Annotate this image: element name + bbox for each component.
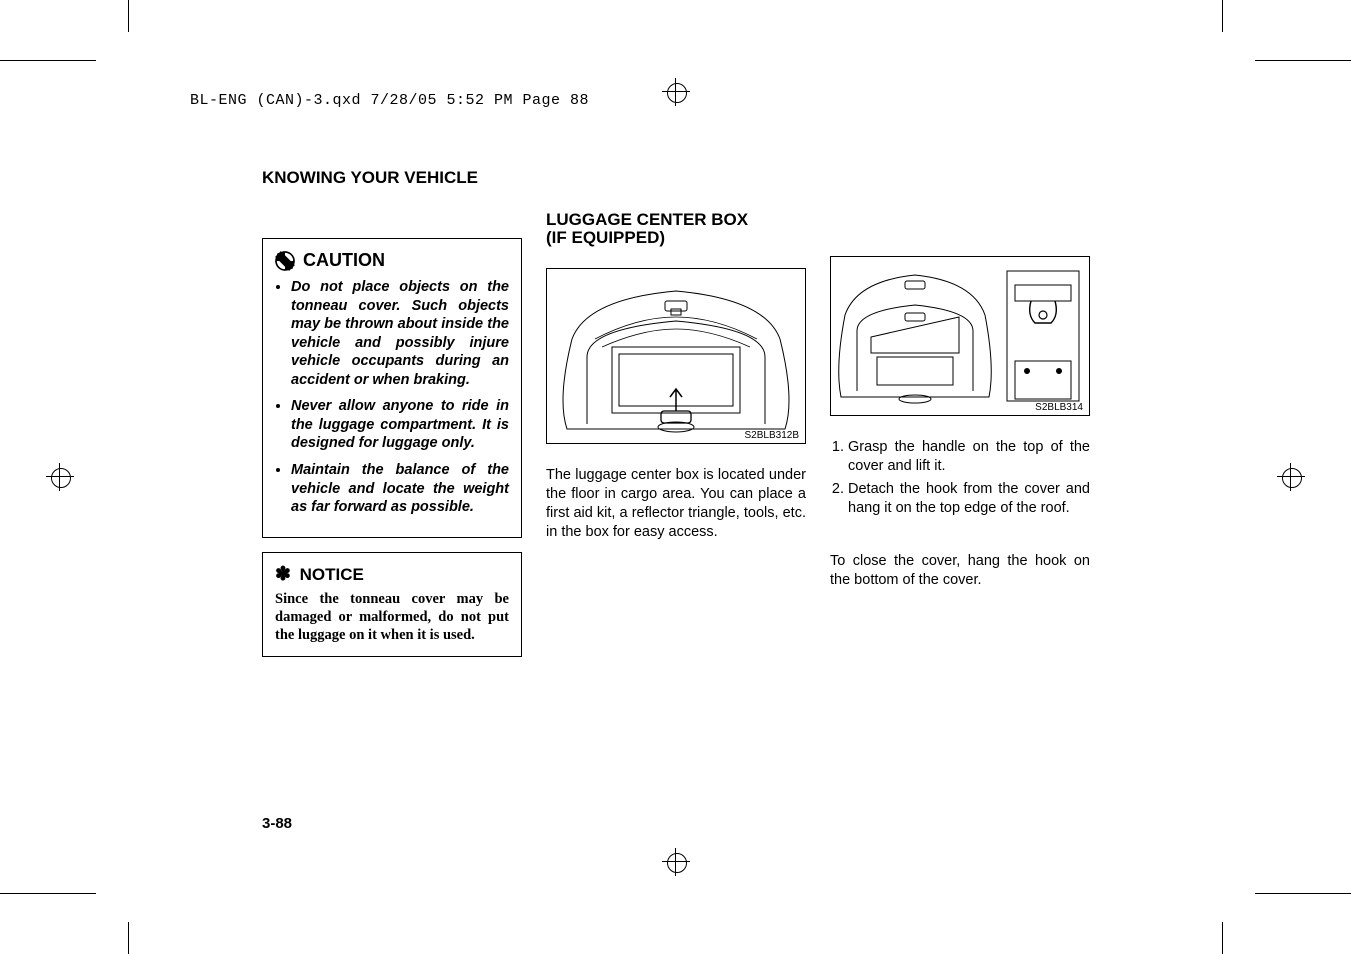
notice-box: ✽ NOTICE Since the tonneau cover may be … [262, 552, 522, 657]
figure-cover-hook: S2BLB314 [830, 256, 1090, 416]
caution-item: Never allow anyone to ride in the luggag… [291, 397, 509, 453]
registration-mark [662, 848, 690, 876]
figure-label: S2BLB312B [743, 430, 802, 441]
crop-mark [0, 893, 96, 894]
figure-label: S2BLB314 [1033, 402, 1085, 413]
luggage-box-subtitle: (IF EQUIPPED) [546, 228, 806, 248]
cover-steps-list: Grasp the handle on the top of the cover… [830, 438, 1090, 521]
caution-heading-text: CAUTION [303, 249, 385, 272]
caution-item: Do not place objects on the tonneau cove… [291, 278, 509, 389]
proof-line: BL-ENG (CAN)-3.qxd 7/28/05 5:52 PM Page … [190, 92, 589, 109]
crop-mark [128, 0, 129, 32]
registration-mark [1277, 463, 1305, 491]
figure-luggage-box: S2BLB312B [546, 268, 806, 444]
column-2: LUGGAGE CENTER BOX (IF EQUIPPED) [546, 210, 806, 657]
caution-item: Maintain the balance of the vehicle and … [291, 461, 509, 517]
luggage-box-body: The luggage center box is located under … [546, 466, 806, 541]
step-item: Detach the hook from the cover and hang … [848, 480, 1090, 518]
page-number: 3-88 [262, 815, 292, 832]
column-1: CAUTION Do not place objects on the tonn… [262, 210, 522, 657]
step-item: Grasp the handle on the top of the cover… [848, 438, 1090, 476]
content-columns: CAUTION Do not place objects on the tonn… [262, 210, 1092, 657]
cover-hook-illustration [831, 257, 1089, 415]
registration-mark [662, 78, 690, 106]
crop-mark [128, 922, 129, 954]
caution-list: Do not place objects on the tonneau cove… [275, 278, 509, 517]
crop-mark [1222, 922, 1223, 954]
crop-mark [1255, 60, 1351, 61]
notice-body: Since the tonneau cover may be damaged o… [275, 590, 509, 644]
caution-icon [275, 251, 295, 271]
notice-heading-text: NOTICE [300, 565, 364, 584]
crop-mark [1222, 0, 1223, 32]
luggage-box-title: LUGGAGE CENTER BOX [546, 210, 806, 230]
crop-mark [0, 60, 96, 61]
cover-closing-text: To close the cover, hang the hook on the… [830, 552, 1090, 590]
registration-mark [46, 463, 74, 491]
page-container: BL-ENG (CAN)-3.qxd 7/28/05 5:52 PM Page … [0, 0, 1351, 954]
column-3: S2BLB314 Grasp the handle on the top of … [830, 256, 1090, 657]
section-title: KNOWING YOUR VEHICLE [262, 168, 478, 188]
caution-heading: CAUTION [275, 249, 509, 272]
caution-box: CAUTION Do not place objects on the tonn… [262, 238, 522, 538]
notice-asterisk-icon: ✽ [275, 564, 291, 585]
luggage-box-illustration [547, 269, 805, 443]
notice-heading: ✽ NOTICE [275, 563, 509, 586]
crop-mark [1255, 893, 1351, 894]
